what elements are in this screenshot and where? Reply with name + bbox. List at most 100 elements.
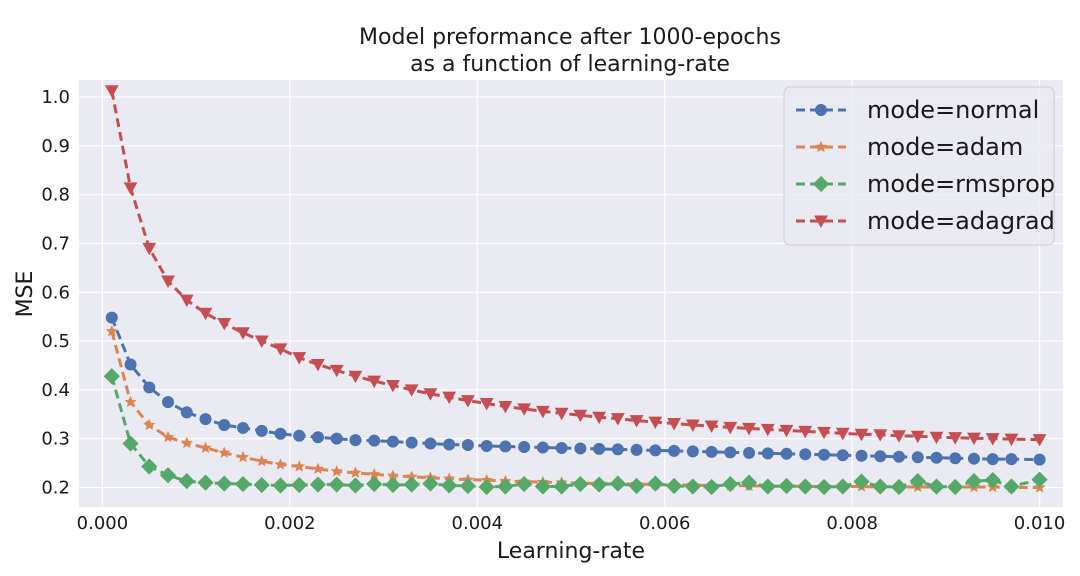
data-point <box>199 441 212 454</box>
data-point <box>367 375 382 388</box>
y-tick-label: 0.5 <box>41 331 70 352</box>
data-point <box>760 423 775 437</box>
data-point <box>499 440 512 453</box>
data-point <box>291 476 308 494</box>
data-point <box>459 477 477 495</box>
data-point <box>479 398 494 411</box>
data-point <box>872 478 889 495</box>
data-point <box>593 442 606 455</box>
chart-title-line1: Model preformance after 1000-epochs <box>359 25 781 50</box>
data-point <box>311 431 324 444</box>
data-point <box>480 440 493 452</box>
data-point <box>892 430 906 443</box>
data-point <box>178 473 195 490</box>
data-point <box>853 473 870 490</box>
data-point <box>216 475 233 492</box>
data-point <box>180 436 193 449</box>
data-point <box>461 439 474 452</box>
data-point <box>329 364 344 378</box>
data-point <box>647 475 664 492</box>
data-point <box>198 307 213 321</box>
data-point <box>461 395 475 408</box>
x-tick-label: 0.008 <box>826 513 878 534</box>
legend-entry: mode=rmsprop <box>796 170 1055 198</box>
data-point <box>443 438 456 451</box>
data-point <box>441 477 458 494</box>
data-point <box>535 405 550 419</box>
data-point <box>422 475 439 492</box>
data-point <box>348 370 363 384</box>
data-point <box>1003 478 1020 495</box>
data-point <box>366 475 383 493</box>
y-tick-label: 1.0 <box>41 87 70 108</box>
data-point <box>574 442 587 455</box>
data-point <box>309 476 327 493</box>
data-point <box>854 428 869 442</box>
data-point <box>124 358 137 371</box>
data-point <box>311 462 324 475</box>
data-point <box>104 85 119 98</box>
data-point <box>779 424 794 438</box>
data-point <box>986 453 999 466</box>
data-point <box>591 476 608 493</box>
data-point <box>141 458 158 475</box>
data-point <box>759 478 776 495</box>
data-point <box>234 475 252 493</box>
data-point <box>516 475 533 493</box>
x-tick-label: 0.004 <box>452 513 504 534</box>
data-point <box>255 454 268 467</box>
data-point <box>405 470 418 482</box>
data-point <box>665 477 683 495</box>
data-point <box>105 325 118 337</box>
data-point <box>930 451 943 464</box>
series-normal <box>105 311 1046 466</box>
data-point <box>199 413 212 426</box>
data-point <box>984 472 1001 489</box>
data-point <box>255 424 268 437</box>
data-point <box>815 478 833 496</box>
data-point <box>518 440 531 453</box>
data-point <box>629 415 644 428</box>
data-point <box>498 400 513 414</box>
data-point <box>218 446 231 458</box>
data-point <box>311 358 325 372</box>
data-point <box>349 434 362 447</box>
data-point <box>855 449 868 462</box>
data-point <box>610 413 625 426</box>
data-point <box>386 379 400 393</box>
data-point <box>985 433 1000 446</box>
data-point <box>179 294 194 307</box>
data-point <box>534 478 551 495</box>
data-point <box>497 478 514 495</box>
data-point <box>423 388 438 401</box>
data-point <box>274 458 287 470</box>
data-point <box>330 432 343 445</box>
data-point <box>349 466 362 478</box>
data-point <box>928 478 945 495</box>
data-point <box>237 450 249 463</box>
legend-entry: mode=normal <box>796 96 1039 124</box>
data-point <box>292 352 307 365</box>
data-point <box>328 476 345 493</box>
legend-box <box>783 86 1055 246</box>
legend-marker <box>815 140 827 153</box>
data-point <box>778 477 795 495</box>
data-point <box>555 441 568 454</box>
data-point <box>798 425 813 439</box>
data-point <box>162 430 175 443</box>
data-point <box>237 421 249 434</box>
data-point <box>742 422 756 436</box>
data-point <box>1033 453 1046 466</box>
legend-entry: mode=adam <box>796 133 1023 161</box>
data-point <box>368 434 381 447</box>
data-point <box>740 474 758 491</box>
legend-label: mode=adam <box>867 133 1023 161</box>
data-point <box>967 452 980 465</box>
data-point <box>817 426 831 440</box>
data-point <box>648 416 663 429</box>
data-point <box>254 335 269 348</box>
data-point <box>236 327 250 340</box>
data-point <box>948 432 963 445</box>
data-point <box>536 441 549 454</box>
legend-label: mode=adagrad <box>867 207 1055 235</box>
